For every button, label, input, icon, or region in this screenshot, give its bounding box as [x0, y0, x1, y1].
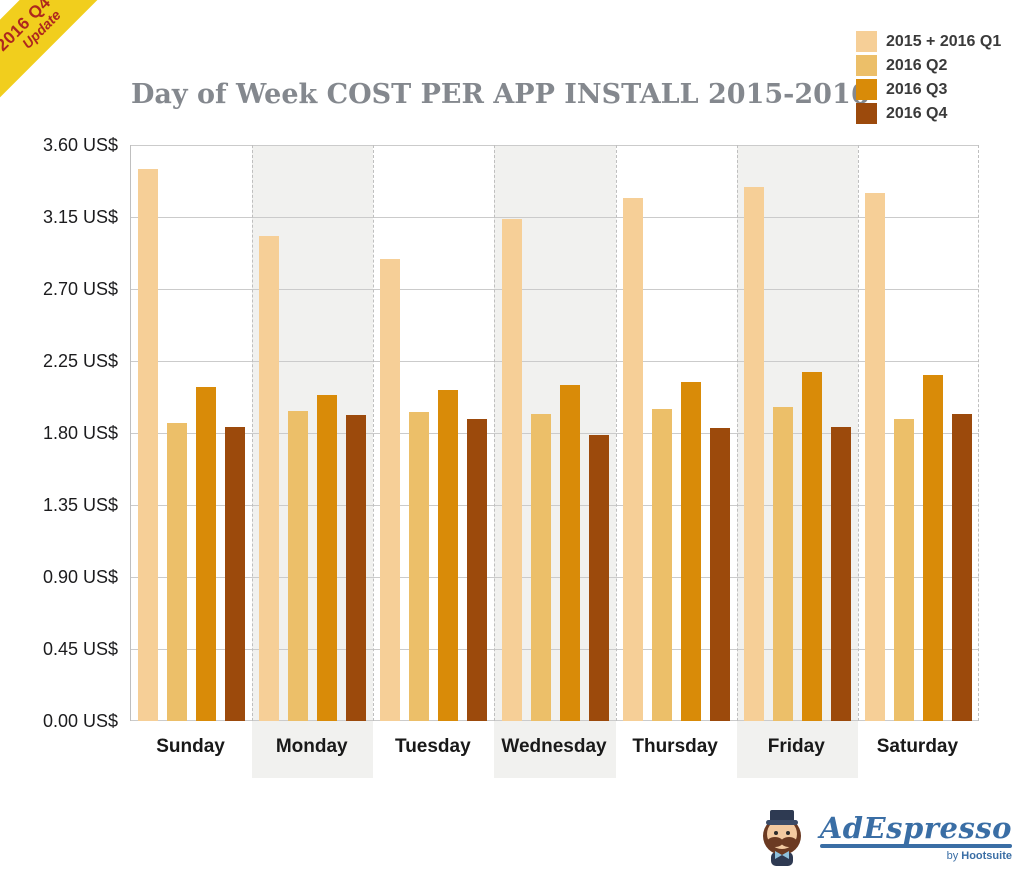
bar-wednesday-2016-q4	[589, 435, 609, 721]
legend-label: 2016 Q2	[886, 56, 948, 74]
chart-title: Day of Week COST PER APP INSTALL 2015-20…	[131, 79, 870, 110]
bar-saturday-2016-q3	[923, 375, 943, 721]
bar-sunday-2016-q3	[196, 387, 216, 721]
legend-swatch	[856, 31, 877, 52]
legend-label: 2015 + 2016 Q1	[886, 32, 1002, 50]
gridline	[131, 577, 979, 578]
bar-monday-2015-2016-q1	[259, 236, 279, 721]
y-tick-label: 2.70 US$	[42, 279, 118, 299]
y-tick-label: 0.00 US$	[42, 711, 118, 731]
gridline	[131, 289, 979, 290]
column-separator	[616, 145, 617, 721]
logo-byline-prefix: by	[946, 849, 959, 862]
bar-saturday-2016-q2	[894, 419, 914, 721]
column-separator	[858, 145, 859, 721]
legend: 2015 + 2016 Q1 2016 Q2 2016 Q3 2016 Q4	[856, 31, 1001, 127]
gridline	[131, 433, 979, 434]
adespresso-mascot-icon	[762, 810, 801, 866]
legend-item: 2016 Q4	[856, 103, 1001, 124]
adespresso-logo: AdEspresso by Hootsuite	[754, 808, 1012, 866]
bar-sunday-2016-q2	[167, 423, 187, 721]
column-separator	[978, 145, 979, 721]
bar-monday-2016-q3	[317, 395, 337, 721]
bar-saturday-2015-2016-q1	[865, 193, 885, 721]
day-label-friday: Friday	[767, 736, 825, 757]
y-tick-label: 3.15 US$	[42, 207, 118, 227]
legend-swatch	[856, 79, 877, 100]
bar-monday-2016-q4	[346, 415, 366, 721]
day-label-saturday: Saturday	[876, 736, 959, 757]
bar-sunday-2016-q4	[225, 427, 245, 721]
logo-byline: by Hootsuite	[947, 850, 1012, 862]
bar-thursday-2016-q3	[681, 382, 701, 721]
update-ribbon: 2016 Q4 Update	[0, 0, 150, 150]
bar-thursday-2016-q4	[710, 428, 730, 721]
legend-label: 2016 Q4	[886, 104, 948, 122]
bar-friday-2016-q2	[773, 407, 793, 721]
y-tick-label: 1.35 US$	[42, 495, 118, 515]
y-tick-label: 0.45 US$	[42, 639, 118, 659]
bar-friday-2015-2016-q1	[744, 187, 764, 721]
legend-item: 2016 Q3	[856, 79, 1001, 100]
legend-label: 2016 Q3	[886, 80, 948, 98]
day-label-monday: Monday	[275, 736, 348, 757]
y-tick-label: 3.60 US$	[42, 135, 118, 155]
bar-thursday-2015-2016-q1	[623, 198, 643, 721]
bar-sunday-2015-2016-q1	[138, 169, 158, 721]
day-label-tuesday: Tuesday	[395, 736, 471, 757]
legend-swatch	[856, 103, 877, 124]
gridline	[131, 145, 979, 146]
legend-swatch	[856, 55, 877, 76]
logo-underline	[819, 843, 1012, 848]
bar-wednesday-2016-q3	[560, 385, 580, 721]
bar-friday-2016-q3	[802, 372, 822, 721]
logo-brand-text: AdEspresso	[819, 810, 1012, 845]
column-separator	[737, 145, 738, 721]
bar-wednesday-2015-2016-q1	[502, 219, 522, 721]
gridline	[131, 649, 979, 650]
gridline	[131, 505, 979, 506]
day-label-wednesday: Wednesday	[501, 736, 607, 757]
bar-friday-2016-q4	[831, 427, 851, 721]
gridline	[131, 720, 979, 721]
update-ribbon-band: 2016 Q4 Update	[0, 0, 127, 127]
gridline	[131, 217, 979, 218]
day-label-thursday: Thursday	[632, 736, 718, 757]
y-tick-label: 1.80 US$	[42, 423, 118, 443]
bar-wednesday-2016-q2	[531, 414, 551, 721]
column-separator	[373, 145, 374, 721]
y-tick-label: 2.25 US$	[42, 351, 118, 371]
column-separator	[494, 145, 495, 721]
bar-thursday-2016-q2	[652, 409, 672, 721]
gridline	[131, 361, 979, 362]
column-separator	[252, 145, 253, 721]
bar-tuesday-2016-q3	[438, 390, 458, 721]
bar-monday-2016-q2	[288, 411, 308, 721]
y-tick-label: 0.90 US$	[42, 567, 118, 587]
legend-item: 2015 + 2016 Q1	[856, 31, 1001, 52]
plot-area	[130, 145, 979, 778]
bar-tuesday-2015-2016-q1	[380, 259, 400, 721]
day-label-sunday: Sunday	[156, 736, 225, 757]
legend-item: 2016 Q2	[856, 55, 1001, 76]
logo-byline-name: Hootsuite	[961, 849, 1012, 862]
bar-tuesday-2016-q2	[409, 412, 429, 721]
bar-saturday-2016-q4	[952, 414, 972, 721]
bar-tuesday-2016-q4	[467, 419, 487, 721]
